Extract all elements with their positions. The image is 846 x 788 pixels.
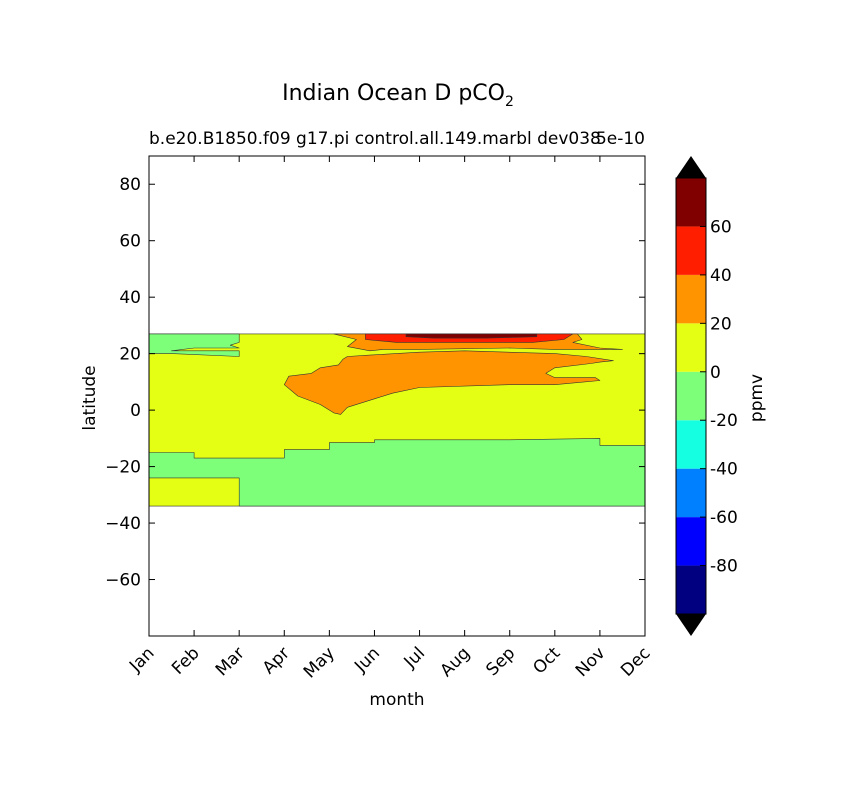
y-tick-label: 20 (119, 345, 141, 365)
colorbar-band (676, 274, 706, 324)
y-tick-label: 40 (119, 288, 141, 308)
x-tick-label: Oct (529, 643, 564, 678)
colorbar-band (676, 226, 706, 275)
colorbar-tick-label: -60 (710, 508, 738, 528)
y-tick-label: 80 (119, 175, 141, 195)
colorbar-band (676, 468, 706, 518)
chart-title-subscript: 2 (505, 94, 514, 110)
y-axis: 80 60 40 20 0 −20 −40 −60 (105, 175, 645, 591)
colorbar-frame (675, 177, 707, 615)
x-tick-label: Mar (212, 643, 249, 680)
y-tick-label: −40 (105, 514, 141, 534)
x-axis-label: month (369, 690, 424, 710)
colorbar-band (676, 565, 706, 614)
chart-subtitle-right: 5e-10 (596, 129, 645, 149)
colorbar-tick-label: -20 (710, 411, 738, 431)
y-tick-label: 0 (130, 401, 141, 421)
contour-region-1 (149, 333, 240, 357)
y-axis-label: latitude (80, 365, 100, 430)
colorbar-label: ppmv (747, 374, 767, 422)
colorbar-tick-label: 20 (710, 314, 732, 334)
colorbar-tick-label: 40 (710, 266, 732, 286)
colorbar-tick-label: 0 (710, 363, 721, 383)
colorbar-band (676, 517, 706, 566)
colorbar: 60 40 20 0 -20 -40 -60 -80 (675, 156, 738, 636)
contour-region-6 (405, 333, 538, 339)
colorbar-tick-label: -40 (710, 460, 738, 480)
plot-frame (148, 155, 646, 637)
colorbar-band (676, 371, 706, 421)
chart-subtitle: b.e20.B1850.f09 g17.pi control.all.149.m… (149, 129, 601, 149)
x-tick-label: Apr (259, 643, 294, 678)
y-tick-label: −20 (105, 458, 141, 478)
x-tick-label: Sep (482, 643, 519, 680)
colorbar-tick-label: 60 (710, 217, 732, 237)
chart-title-main: Indian Ocean D pCO (282, 81, 505, 106)
x-tick-label: Dec (617, 643, 654, 680)
y-tick-label: 60 (119, 232, 141, 252)
colorbar-tick-label: -80 (710, 557, 738, 577)
x-tick-label: Feb (168, 643, 203, 678)
colorbar-band (676, 323, 706, 372)
x-tick-label: Jul (400, 643, 429, 672)
contour-region-2 (149, 438, 645, 507)
x-tick-label: Jan (125, 643, 158, 676)
contour-region-3 (283, 350, 614, 415)
colorbar-band (676, 178, 706, 227)
x-tick-label: Aug (437, 643, 475, 681)
x-tick-label: Nov (572, 643, 610, 681)
colorbar-band (676, 420, 706, 469)
chart-title: Indian Ocean D pCO2 (282, 81, 514, 110)
contour-regions (149, 333, 645, 507)
colorbar-extend-max (676, 156, 706, 178)
x-tick-label: Jun (350, 643, 384, 677)
x-tick-label: May (300, 643, 339, 682)
colorbar-extend-min (676, 614, 706, 636)
y-tick-label: −60 (105, 571, 141, 591)
